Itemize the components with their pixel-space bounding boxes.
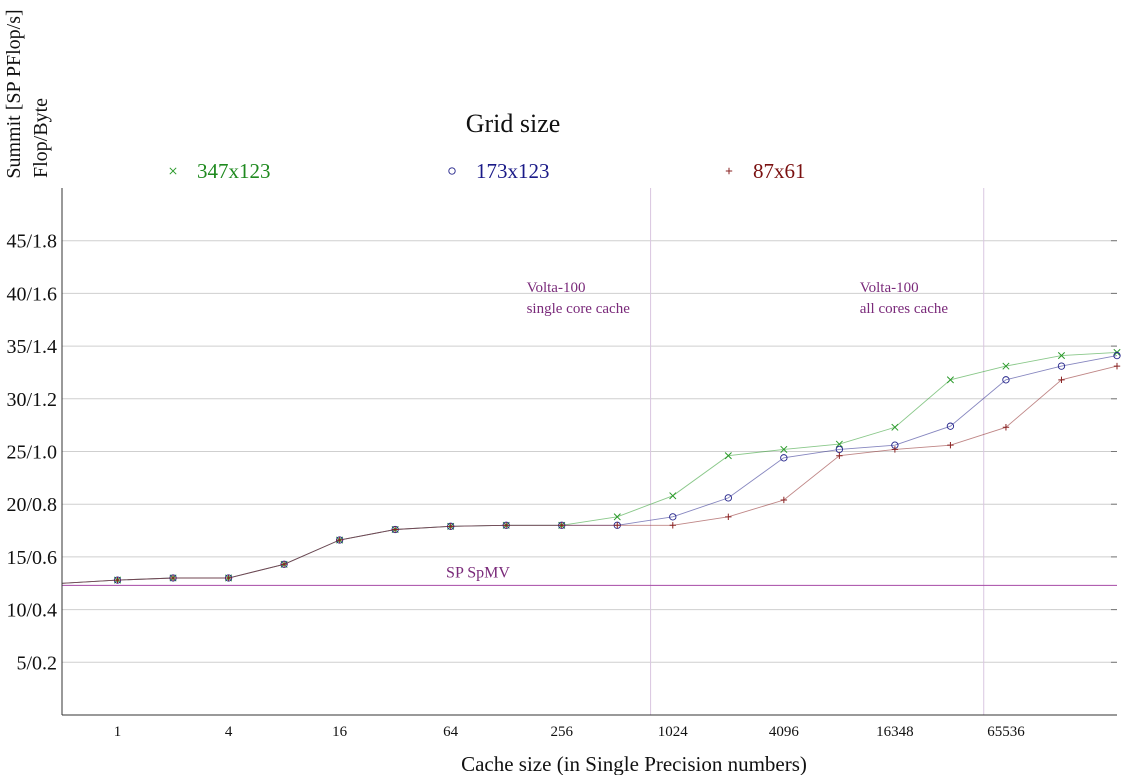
- cache-boundary-label-title: Volta-100: [860, 280, 919, 296]
- series-line: [61, 351, 1118, 584]
- data-point: [724, 494, 732, 502]
- x-tick-label: 65536: [987, 724, 1025, 740]
- data-point: [614, 522, 621, 529]
- legend-label: 173x123: [476, 159, 550, 183]
- cache-boundary-lines: [650, 188, 985, 715]
- y-tick-label: 20/0.8: [6, 494, 57, 516]
- legend-item-173x123: 173x123: [448, 159, 550, 183]
- data-point: [724, 452, 732, 460]
- cache-boundary-label-subtitle: single core cache: [527, 301, 631, 317]
- data-point: [613, 513, 621, 521]
- data-point: [1113, 351, 1121, 360]
- data-point: [114, 576, 121, 584]
- legend: Grid size 347x123 173x123 87x61: [169, 109, 806, 183]
- y-tick-label: 35/1.4: [6, 336, 57, 358]
- grid-lines: [62, 240, 1117, 663]
- x-tick-label: 256: [550, 724, 573, 740]
- y-axis-label-line2: Flop/Byte: [30, 98, 52, 178]
- y-tick-label: 10/0.4: [6, 600, 57, 622]
- legend-item-87x61: 87x61: [725, 159, 806, 183]
- data-point: [558, 522, 565, 529]
- data-point: [1002, 362, 1010, 370]
- x-tick-labels: 1 4 16 64 256 1024 4096 16348 65536: [114, 724, 1025, 740]
- legend-title: Grid size: [466, 109, 561, 138]
- data-point: [947, 441, 954, 449]
- reference-line-layer: SP SpMV: [62, 564, 1117, 586]
- data-point: [725, 167, 733, 175]
- data-point: [448, 167, 456, 175]
- legend-label: 87x61: [753, 159, 806, 183]
- data-point: [1002, 424, 1010, 431]
- x-tick-label: 1: [114, 724, 122, 740]
- data-point: [1002, 376, 1010, 384]
- x-tick-label: 64: [443, 724, 459, 740]
- y-axis-label-line1: Summit [SP PFlop/s]: [3, 9, 25, 178]
- cache-boundary-label-title: Volta-100: [527, 280, 586, 296]
- data-point: [447, 523, 454, 530]
- series-87x61: [61, 362, 1121, 584]
- data-point: [1058, 376, 1065, 384]
- data-point: [225, 574, 232, 582]
- y-tick-label: 15/0.6: [6, 547, 57, 569]
- x-tick-label: 4096: [769, 724, 800, 740]
- data-point: [503, 522, 510, 529]
- data-point: [891, 446, 899, 453]
- data-point: [669, 522, 676, 529]
- y-tick-label: 40/1.6: [6, 283, 57, 305]
- series-347x123: [61, 348, 1121, 584]
- series-173x123: [61, 351, 1121, 584]
- data-point: [780, 496, 788, 504]
- spmv-reference-label: SP SpMV: [446, 564, 510, 581]
- data-point: [1057, 352, 1066, 360]
- data-point: [780, 445, 788, 453]
- series-line: [61, 365, 1118, 584]
- axes: [61, 188, 1117, 716]
- data-point: [336, 536, 343, 544]
- x-axis-label: Cache size (in Single Precision numbers): [461, 752, 807, 775]
- data-point: [669, 492, 677, 500]
- data-point: [725, 513, 732, 521]
- data-point: [946, 376, 954, 384]
- data-point: [391, 526, 399, 533]
- legend-item-347x123: 347x123: [169, 159, 271, 183]
- x-tick-label: 16348: [876, 724, 914, 740]
- data-point: [891, 423, 899, 431]
- y-tick-label: 25/1.0: [6, 442, 57, 464]
- series-lines: [61, 348, 1121, 584]
- x-tick-label: 1024: [658, 724, 689, 740]
- y-tick-labels: 5/0.2 10/0.4 15/0.6 20/0.8 25/1.0 30/1.2 35/1.…: [6, 231, 57, 675]
- data-point: [835, 440, 843, 448]
- data-point: [1057, 362, 1066, 370]
- y-tick-label: 30/1.2: [6, 389, 57, 411]
- data-point: [836, 452, 843, 459]
- y-tick-label: 5/0.2: [16, 652, 57, 674]
- data-point: [780, 454, 788, 462]
- data-point: [669, 513, 677, 521]
- data-point: [946, 422, 955, 430]
- x-tick-label: 16: [332, 724, 348, 740]
- x-tick-label: 4: [225, 724, 233, 740]
- series-line: [61, 355, 1118, 584]
- legend-label: 347x123: [197, 159, 271, 183]
- data-point: [169, 574, 177, 582]
- cache-boundary-labels: Volta-100 single core cache Volta-100 all c…: [527, 280, 949, 317]
- y-tick-label: 45/1.8: [6, 231, 57, 253]
- data-point: [169, 167, 177, 175]
- data-point: [280, 561, 288, 568]
- cache-boundary-label-subtitle: all cores cache: [860, 301, 949, 317]
- data-point: [1113, 362, 1121, 370]
